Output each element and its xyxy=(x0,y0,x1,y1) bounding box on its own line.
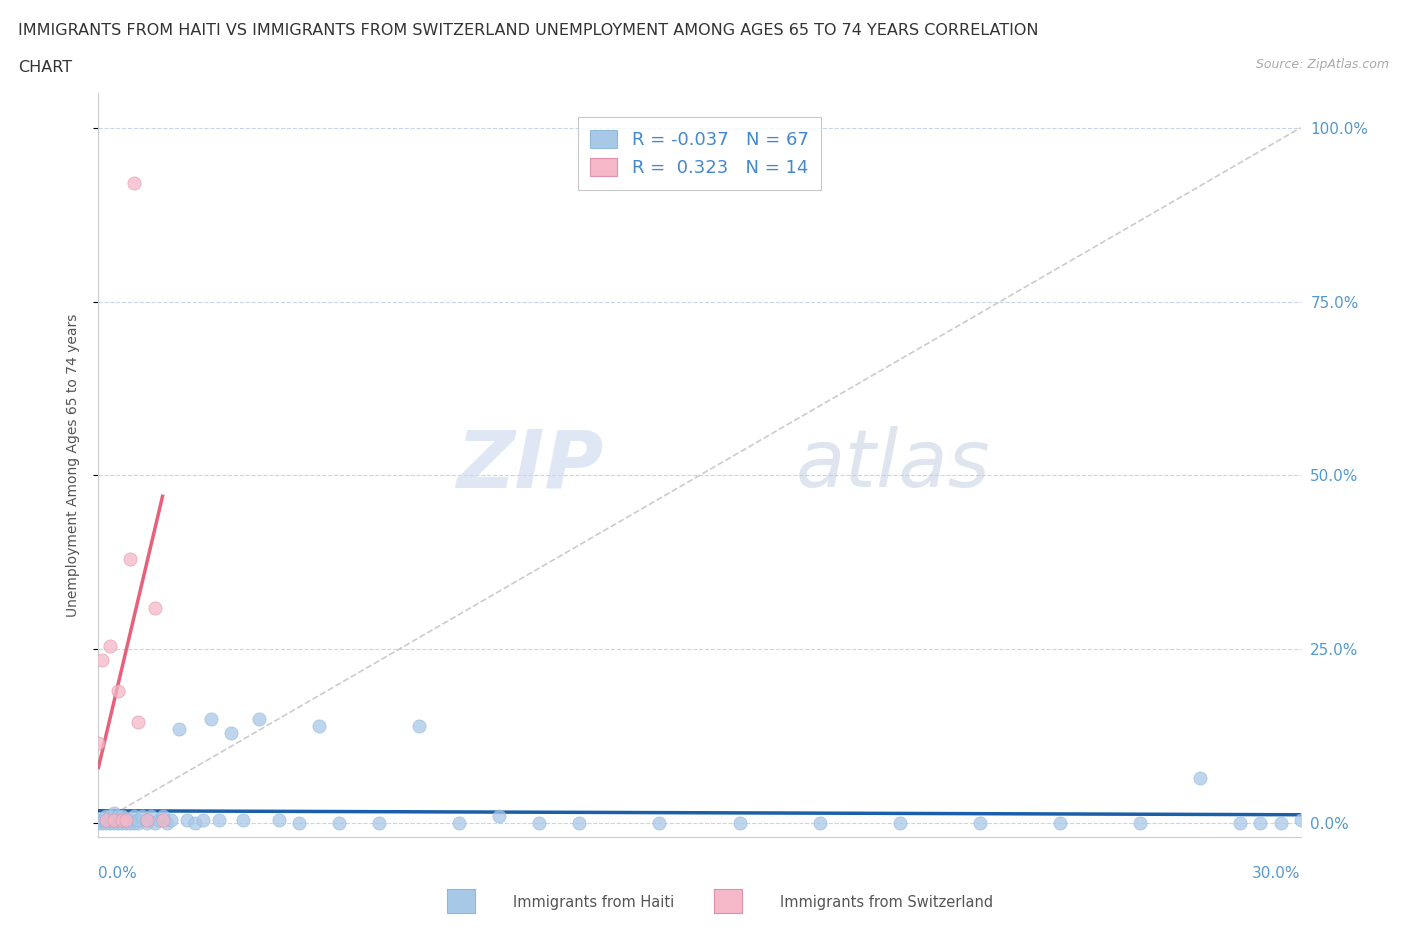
Point xyxy=(111,812,134,827)
Point xyxy=(96,812,118,827)
Point xyxy=(135,812,157,827)
Point xyxy=(124,816,146,830)
Point xyxy=(115,812,138,827)
Point xyxy=(808,816,831,830)
Text: ZIP: ZIP xyxy=(456,426,603,504)
Legend: R = -0.037   N = 67, R =  0.323   N = 14: R = -0.037 N = 67, R = 0.323 N = 14 xyxy=(578,117,821,190)
Point xyxy=(368,816,391,830)
Point xyxy=(167,722,190,737)
Point xyxy=(128,812,150,827)
Text: 30.0%: 30.0% xyxy=(1253,866,1301,881)
Point xyxy=(107,684,129,698)
Point xyxy=(96,809,118,824)
Point xyxy=(100,816,122,830)
Point xyxy=(111,809,134,824)
Point xyxy=(176,812,198,827)
Point xyxy=(1049,816,1071,830)
Point xyxy=(128,715,150,730)
Point xyxy=(120,551,142,566)
Point xyxy=(115,812,138,827)
Point xyxy=(135,812,157,827)
Point xyxy=(408,718,430,733)
Point xyxy=(103,812,125,827)
Point xyxy=(128,816,150,830)
Point xyxy=(143,816,166,830)
Point xyxy=(135,816,157,830)
Point xyxy=(139,809,162,824)
Point xyxy=(91,652,114,667)
Point xyxy=(1250,816,1272,830)
Point xyxy=(91,812,114,827)
Text: Immigrants from Haiti: Immigrants from Haiti xyxy=(513,895,675,910)
Point xyxy=(87,736,110,751)
Point xyxy=(488,809,510,824)
Text: CHART: CHART xyxy=(18,60,72,75)
Point xyxy=(1129,816,1152,830)
Point xyxy=(107,809,129,824)
Point xyxy=(1189,770,1212,785)
Point xyxy=(143,600,166,615)
Point xyxy=(120,812,142,827)
Point xyxy=(96,812,118,827)
Point xyxy=(529,816,551,830)
Point xyxy=(87,816,110,830)
Point xyxy=(107,816,129,830)
Point xyxy=(728,816,751,830)
Point xyxy=(159,812,181,827)
Point xyxy=(100,638,122,653)
Point xyxy=(124,809,146,824)
Point xyxy=(103,816,125,830)
Point xyxy=(568,816,591,830)
Text: Immigrants from Switzerland: Immigrants from Switzerland xyxy=(780,895,994,910)
Y-axis label: Unemployment Among Ages 65 to 74 years: Unemployment Among Ages 65 to 74 years xyxy=(66,313,80,617)
Point xyxy=(107,812,129,827)
Point xyxy=(91,816,114,830)
Point xyxy=(111,816,134,830)
Point xyxy=(328,816,350,830)
Point xyxy=(1270,816,1292,830)
Point xyxy=(200,711,222,726)
Point xyxy=(1289,812,1312,827)
Point xyxy=(969,816,991,830)
Point xyxy=(191,812,214,827)
Point xyxy=(152,812,174,827)
Point xyxy=(100,812,122,827)
Point xyxy=(889,816,911,830)
Point xyxy=(232,812,254,827)
Point xyxy=(447,816,470,830)
Text: atlas: atlas xyxy=(796,426,990,504)
Point xyxy=(1229,816,1251,830)
Point xyxy=(100,809,122,824)
Point xyxy=(155,816,177,830)
Text: 0.0%: 0.0% xyxy=(98,866,138,881)
Point xyxy=(152,809,174,824)
Point xyxy=(124,176,146,191)
Point xyxy=(120,816,142,830)
Point xyxy=(208,812,231,827)
Point xyxy=(148,812,170,827)
Point xyxy=(288,816,311,830)
Point xyxy=(247,711,270,726)
Point xyxy=(103,805,125,820)
Point xyxy=(308,718,330,733)
Point xyxy=(115,816,138,830)
Point xyxy=(111,812,134,827)
Point xyxy=(267,812,290,827)
Point xyxy=(183,816,205,830)
Point xyxy=(219,725,242,740)
Text: IMMIGRANTS FROM HAITI VS IMMIGRANTS FROM SWITZERLAND UNEMPLOYMENT AMONG AGES 65 : IMMIGRANTS FROM HAITI VS IMMIGRANTS FROM… xyxy=(18,23,1039,38)
Point xyxy=(131,809,153,824)
Text: Source: ZipAtlas.com: Source: ZipAtlas.com xyxy=(1256,58,1389,71)
Point xyxy=(103,812,125,827)
Point xyxy=(96,816,118,830)
Point xyxy=(648,816,671,830)
Point xyxy=(87,812,110,827)
